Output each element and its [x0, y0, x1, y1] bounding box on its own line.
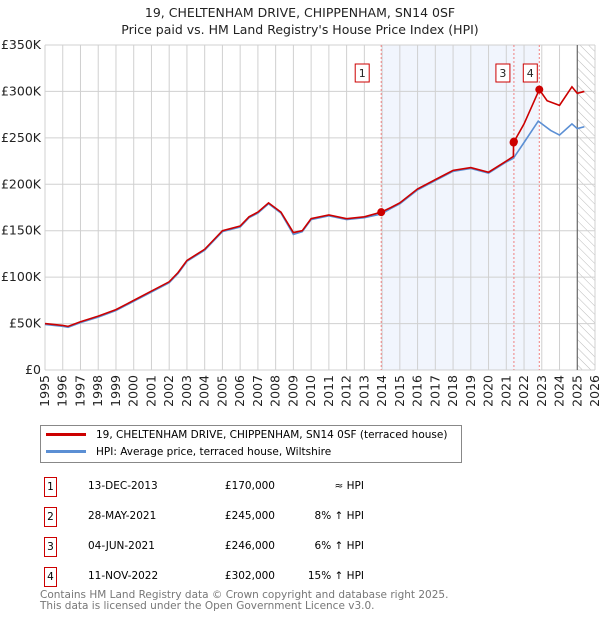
- x-tick-label: 1997: [72, 375, 87, 407]
- sale-date: 11-NOV-2022: [88, 570, 159, 582]
- chart-title: 19, CHELTENHAM DRIVE, CHIPPENHAM, SN14 0…: [0, 4, 600, 38]
- x-tick-label: 1995: [37, 375, 52, 407]
- y-tick-label: £300K: [1, 83, 42, 98]
- x-tick-label: 2013: [356, 375, 371, 407]
- x-tick-label: 2014: [374, 375, 389, 407]
- sale-date: 13-DEC-2013: [88, 480, 158, 492]
- x-tick-label: 2022: [516, 375, 531, 407]
- x-tick-label: 2004: [197, 375, 212, 407]
- x-tick-label: 2001: [143, 375, 158, 407]
- sale-point: [535, 85, 544, 94]
- x-tick-label: 2003: [179, 375, 194, 407]
- x-tick-label: 2000: [126, 375, 141, 407]
- sale-number-box: 3: [44, 537, 57, 557]
- sale-price: £170,000: [224, 480, 275, 492]
- sale-hpi-comparison: 8% ↑ HPI: [314, 510, 364, 522]
- x-tick-label: 2012: [339, 375, 354, 407]
- footer-line1: Contains HM Land Registry data © Crown c…: [40, 589, 449, 601]
- sale-row: 3 04-JUN-2021 £246,000 6% ↑ HPI: [44, 537, 384, 557]
- shaded-region: [381, 45, 540, 370]
- hatched-region: [577, 45, 595, 370]
- x-tick-label: 2010: [303, 375, 318, 407]
- y-tick-label: £50K: [9, 316, 42, 331]
- sale-price: £246,000: [224, 540, 275, 552]
- sale-hpi-comparison: 6% ↑ HPI: [314, 540, 364, 552]
- sale-label-box: [522, 63, 538, 83]
- x-tick-label: 2021: [498, 375, 513, 407]
- x-tick-label: 2016: [410, 375, 425, 407]
- legend-label-property: 19, CHELTENHAM DRIVE, CHIPPENHAM, SN14 0…: [96, 428, 448, 441]
- sale-row: 4 11-NOV-2022 £302,000 15% ↑ HPI: [44, 567, 384, 587]
- sale-date: 04-JUN-2021: [88, 540, 155, 552]
- sale-label-3: 3: [499, 67, 506, 80]
- x-tick-label: 1999: [108, 375, 123, 407]
- sale-price: £302,000: [224, 570, 275, 582]
- sale-price: £245,000: [224, 510, 275, 522]
- x-tick-label: 2008: [268, 375, 283, 407]
- x-tick-label: 2006: [232, 375, 247, 407]
- x-tick-label: 2020: [481, 375, 496, 407]
- x-tick-label: 2025: [569, 375, 584, 407]
- legend-red-line: [46, 433, 86, 436]
- y-tick-label: £350K: [1, 37, 42, 52]
- price-chart: 1995 1996 1997 1998 1999 2000 2001 2002 2003 2004…: [1, 37, 600, 407]
- sale-point: [509, 137, 518, 146]
- sale-date: 28-MAY-2021: [88, 510, 157, 522]
- x-tick-label: 2023: [534, 375, 549, 407]
- subtitle: Price paid vs. HM Land Registry's House …: [121, 22, 479, 37]
- legend-blue-line: [46, 450, 86, 453]
- x-tick-label: 2017: [427, 375, 442, 407]
- title: 19, CHELTENHAM DRIVE, CHIPPENHAM, SN14 0…: [144, 5, 456, 20]
- sale-point: [377, 208, 386, 217]
- x-tick-label: 2005: [214, 375, 229, 407]
- x-tick-label: 2026: [587, 375, 600, 407]
- x-tick-label: 2019: [463, 375, 478, 407]
- y-tick-label: £0: [25, 362, 41, 377]
- footer: Contains HM Land Registry data © Crown c…: [40, 590, 448, 612]
- sale-row: 2 28-MAY-2021 £245,000 8% ↑ HPI: [44, 507, 384, 527]
- sale-label-4: 4: [527, 67, 534, 80]
- sale-label-box: [495, 63, 511, 83]
- sale-number-box: 4: [44, 567, 57, 587]
- sale-number-box: 2: [44, 507, 57, 527]
- legend: 19, CHELTENHAM DRIVE, CHIPPENHAM, SN14 0…: [40, 425, 462, 463]
- sale-hpi-comparison: ≈ HPI: [334, 480, 364, 492]
- sale-row: 1 13-DEC-2013 £170,000 ≈ HPI: [44, 477, 384, 497]
- y-tick-label: £100K: [1, 269, 42, 284]
- x-tick-label: 2002: [161, 375, 176, 407]
- legend-label-hpi: HPI: Average price, terraced house, Wilt…: [96, 445, 332, 458]
- sale-label-1: 1: [359, 67, 366, 80]
- sale-hpi-comparison: 15% ↑ HPI: [307, 570, 364, 582]
- x-tick-label: 1998: [90, 375, 105, 407]
- y-tick-label: £250K: [1, 130, 42, 145]
- y-tick-label: £150K: [1, 223, 42, 238]
- sale-label-box: [354, 63, 370, 83]
- x-tick-label: 2009: [285, 375, 300, 407]
- x-tick-label: 2024: [552, 375, 567, 407]
- footer-line2: This data is licensed under the Open Gov…: [40, 600, 375, 612]
- y-tick-label: £200K: [1, 176, 42, 191]
- x-tick-label: 2018: [445, 375, 460, 407]
- x-tick-label: 1996: [55, 375, 70, 407]
- x-tick-label: 2015: [392, 375, 407, 407]
- x-tick-label: 2011: [321, 375, 336, 407]
- sale-number-box: 1: [44, 477, 57, 497]
- x-tick-label: 2007: [250, 375, 265, 407]
